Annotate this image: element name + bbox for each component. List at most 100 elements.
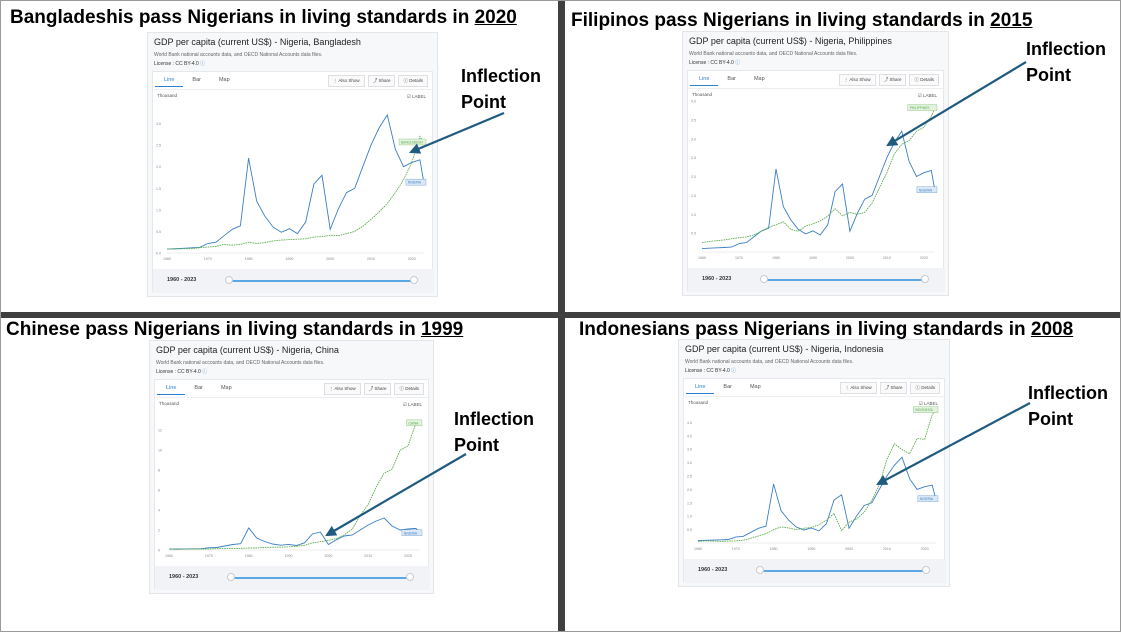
- info-icon[interactable]: ⓘ: [198, 61, 206, 67]
- share-button[interactable]: ⤴ Share: [363, 383, 392, 395]
- details-button[interactable]: ⓘ Details: [910, 382, 940, 394]
- callout-line1: Inflection: [461, 66, 541, 86]
- tab-line[interactable]: Line: [690, 76, 719, 86]
- share-icon: ⤴: [884, 385, 891, 390]
- series-end-label-philippines: PHILIPPINES: [907, 104, 938, 111]
- range-slider[interactable]: [760, 570, 926, 572]
- callout-inflection-point-philippines: Inflection Point: [1026, 36, 1106, 88]
- chart-source: World Bank national accounts data, and O…: [156, 360, 325, 366]
- tabs-divider: [684, 396, 946, 397]
- tab-bar[interactable]: Bar: [727, 76, 736, 82]
- also-show-icon: ⋮: [843, 77, 850, 82]
- chart-screenshot-bangladesh: GDP per capita (current US$) - Nigeria, …: [147, 32, 438, 297]
- range-slider-start-handle[interactable]: [227, 573, 235, 581]
- tab-map[interactable]: Map: [218, 77, 230, 83]
- also-show-button-label: Also Show: [850, 385, 872, 390]
- y-tick-label: 0.5: [691, 232, 696, 236]
- range-slider-start-handle[interactable]: [760, 275, 768, 283]
- label-toggle[interactable]: ☑ LABEL: [403, 402, 422, 408]
- series-line-china: [168, 422, 421, 550]
- y-tick-label: 0.0: [156, 252, 161, 256]
- svg-text:INDONESIA: INDONESIA: [915, 408, 933, 412]
- tab-line[interactable]: Line: [155, 77, 184, 87]
- range-label: 1960 - 2023: [167, 277, 197, 283]
- series-line-indonesia: [697, 410, 937, 542]
- y-tick-label: 2.5: [156, 144, 161, 148]
- x-tick-label: 2000: [326, 257, 334, 261]
- y-tick-label: 2.0: [156, 165, 161, 169]
- license-text: License : CC BY-4.0: [156, 369, 201, 375]
- tab-map[interactable]: Map: [749, 384, 761, 390]
- range-slider-end-handle[interactable]: [921, 275, 929, 283]
- chart-license: License : CC BY-4.0 ⓘ: [156, 368, 207, 375]
- also-show-button[interactable]: ⋮ Also Show: [838, 74, 876, 86]
- range-slider-end-handle[interactable]: [410, 276, 418, 284]
- range-slider-end-handle[interactable]: [406, 573, 414, 581]
- y-tick-label: 2.5: [691, 156, 696, 160]
- tab-line[interactable]: Line: [157, 385, 186, 395]
- series-end-label-indonesia: INDONESIA: [913, 406, 939, 413]
- also-show-button[interactable]: ⋮ Also Show: [323, 383, 361, 395]
- also-show-button[interactable]: ⋮ Also Show: [839, 382, 877, 394]
- label-toggle[interactable]: ☑ LABEL: [407, 94, 426, 100]
- range-slider-start-handle[interactable]: [225, 276, 233, 284]
- y-tick-label: 10: [158, 449, 162, 453]
- series-end-label-bangladesh: BANGLADESH: [398, 138, 427, 146]
- share-button[interactable]: ⤴ Share: [879, 382, 908, 394]
- divider-horizontal: [0, 312, 1121, 318]
- range-slider-start-handle[interactable]: [756, 566, 764, 574]
- share-icon: ⤴: [368, 386, 375, 391]
- tab-map[interactable]: Map: [753, 76, 765, 82]
- chart-actions: ⋮ Also Show ⤴ Share ⓘ Details: [327, 75, 428, 87]
- heading-philippines: Filipinos pass Nigerians in living stand…: [571, 10, 1032, 32]
- chart-card: Line Bar Map ⋮ Also Show ⤴ Share ⓘ Details Tho…: [152, 71, 434, 293]
- label-toggle-text: LABEL: [411, 94, 426, 99]
- x-tick-label: 1960: [698, 256, 706, 260]
- x-tick-label: 1990: [285, 554, 293, 558]
- x-tick-label: 1990: [809, 256, 817, 260]
- info-icon[interactable]: ⓘ: [200, 369, 208, 375]
- chart-license: License : CC BY-4.0 ⓘ: [689, 59, 740, 66]
- range-slider[interactable]: [231, 577, 410, 579]
- x-tick-label: 1980: [772, 256, 780, 260]
- callout-inflection-point-bangladesh: Inflection Point: [461, 63, 541, 115]
- chart-card: Line Bar Map ⋮ Also Show ⤴ Share ⓘ Details Tho…: [687, 70, 945, 292]
- y-tick-label: 4.0: [691, 100, 696, 104]
- x-tick-label: 1990: [807, 547, 815, 551]
- line-chart: 0.5 1.0 1.5 2.0 2.5 3.0 3.5 4.0 1960 1970 1980 1990…: [691, 100, 938, 260]
- range-slider-end-handle[interactable]: [922, 566, 930, 574]
- callout-line1: Inflection: [454, 409, 534, 429]
- chart-license: License : CC BY-4.0 ⓘ: [685, 367, 736, 374]
- x-tick-label: 2010: [883, 547, 891, 551]
- chart-title: GDP per capita (current US$) - Nigeria, …: [685, 344, 884, 354]
- range-slider[interactable]: [764, 279, 925, 281]
- y-tick-label: 0.5: [156, 230, 161, 234]
- chart-tabs: Line Bar Map: [155, 77, 239, 87]
- range-slider[interactable]: [229, 280, 414, 282]
- x-tick-label: 1980: [770, 547, 778, 551]
- info-icon[interactable]: ⓘ: [729, 368, 737, 374]
- series-end-label-nigeria: NIGERIA: [917, 495, 939, 502]
- details-button[interactable]: ⓘ Details: [394, 383, 424, 395]
- also-show-button[interactable]: ⋮ Also Show: [327, 75, 365, 87]
- info-icon[interactable]: ⓘ: [733, 60, 741, 66]
- checkbox-icon: ☑: [406, 94, 412, 99]
- y-tick-label: 3.0: [156, 122, 161, 126]
- share-button[interactable]: ⤴ Share: [367, 75, 396, 87]
- share-button-label: Share: [374, 386, 387, 391]
- svg-text:NIGERIA: NIGERIA: [404, 531, 418, 535]
- chart-actions: ⋮ Also Show ⤴ Share ⓘ Details: [323, 383, 424, 395]
- chart-card: Line Bar Map ⋮ Also Show ⤴ Share ⓘ Details Tho…: [683, 378, 946, 583]
- also-show-button-label: Also Show: [334, 386, 356, 391]
- license-text: License : CC BY-4.0: [685, 368, 730, 374]
- tab-bar[interactable]: Bar: [192, 77, 201, 83]
- tab-bar[interactable]: Bar: [194, 385, 203, 391]
- tab-line[interactable]: Line: [686, 384, 715, 394]
- y-tick-label: 0.5: [687, 528, 692, 532]
- series-end-label-nigeria: NIGERIA: [916, 186, 938, 193]
- tab-map[interactable]: Map: [220, 385, 232, 391]
- series-line-nigeria: [166, 113, 425, 250]
- tab-bar[interactable]: Bar: [723, 384, 732, 390]
- details-button[interactable]: ⓘ Details: [398, 75, 428, 87]
- y-tick-label: 3.0: [687, 461, 692, 465]
